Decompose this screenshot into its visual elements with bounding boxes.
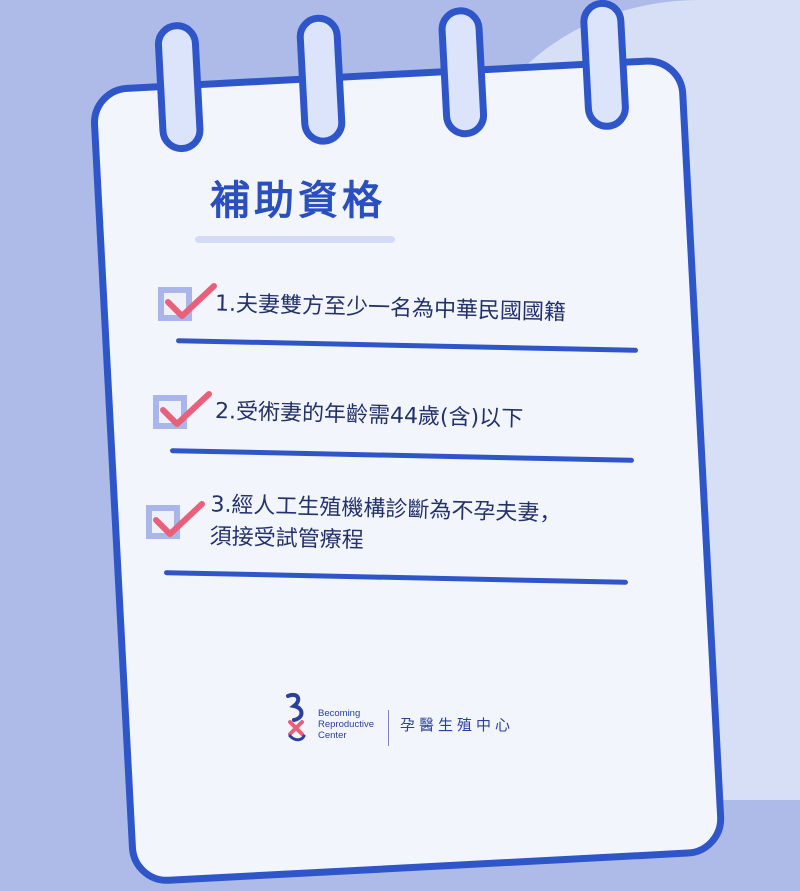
logo-name-en-line: Reproductive [318,719,374,730]
checkmark-icon [153,501,205,537]
checkbox-icon [158,287,192,321]
binder-ring-icon [295,13,347,146]
logo-name-en-line: Becoming [318,708,361,719]
logo-name-en: Becoming Reproductive Center [318,708,374,741]
binder-ring-icon [579,0,630,131]
brand-logo: Becoming Reproductive Center 孕醫生殖中心 [280,690,550,750]
binder-ring-icon [437,6,489,139]
checkmark-icon [160,391,212,427]
notepad-paper [89,55,727,886]
logo-icon [286,693,306,742]
logo-name-en-line: Center [318,730,347,741]
page-title: 補助資格 [210,178,386,224]
binder-ring-icon [153,21,205,154]
logo-name-zh: 孕醫生殖中心 [400,716,515,734]
logo-divider [388,710,389,746]
checkmark-icon [165,283,217,319]
item-text: 3.經人工生殖機構診斷為不孕夫妻， 須接受試管療程 [209,489,562,562]
title-underline [195,236,395,243]
